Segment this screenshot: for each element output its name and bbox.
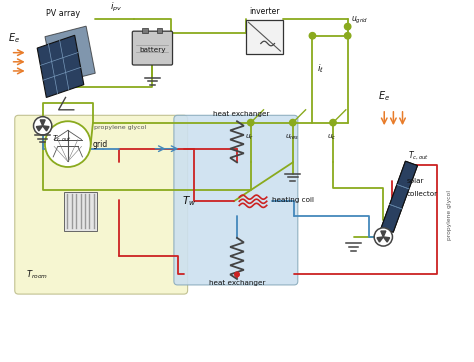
Text: heat exchanger: heat exchanger bbox=[213, 111, 270, 117]
Circle shape bbox=[345, 24, 351, 30]
Polygon shape bbox=[381, 161, 418, 232]
Text: $i_\ell$: $i_\ell$ bbox=[317, 62, 324, 75]
Text: grid: grid bbox=[93, 140, 108, 149]
Bar bbox=[246, 20, 283, 54]
Circle shape bbox=[235, 272, 239, 277]
Text: $E_e$: $E_e$ bbox=[378, 89, 390, 103]
Polygon shape bbox=[377, 237, 383, 242]
Text: propylene glycol: propylene glycol bbox=[94, 125, 146, 130]
Polygon shape bbox=[383, 237, 390, 242]
Text: battery: battery bbox=[139, 47, 165, 53]
Circle shape bbox=[34, 117, 52, 135]
Text: $E_e$: $E_e$ bbox=[9, 31, 20, 45]
Text: $T_{c,out}$: $T_{c,out}$ bbox=[409, 150, 430, 162]
FancyBboxPatch shape bbox=[132, 31, 173, 65]
Polygon shape bbox=[381, 231, 386, 237]
Text: heat exchanger: heat exchanger bbox=[209, 280, 265, 286]
Circle shape bbox=[290, 119, 296, 126]
Circle shape bbox=[345, 33, 351, 39]
Text: solar: solar bbox=[407, 178, 425, 184]
Polygon shape bbox=[45, 26, 95, 84]
Bar bbox=[156, 28, 163, 33]
Text: propylene glycol: propylene glycol bbox=[447, 190, 452, 240]
FancyBboxPatch shape bbox=[15, 115, 188, 294]
Text: $T_{r,out}$: $T_{r,out}$ bbox=[52, 133, 72, 143]
Text: $u_{res}$: $u_{res}$ bbox=[284, 133, 299, 142]
Polygon shape bbox=[36, 126, 43, 131]
Text: $u_c$: $u_c$ bbox=[328, 133, 337, 142]
Polygon shape bbox=[37, 35, 84, 97]
Text: inverter: inverter bbox=[249, 7, 280, 16]
Polygon shape bbox=[40, 120, 45, 126]
Polygon shape bbox=[43, 126, 49, 131]
Circle shape bbox=[330, 119, 336, 126]
Text: $T_w$: $T_w$ bbox=[182, 194, 196, 208]
Text: $u_{grid}$: $u_{grid}$ bbox=[351, 15, 369, 26]
Polygon shape bbox=[381, 161, 418, 232]
Text: collector: collector bbox=[407, 191, 438, 197]
Bar bbox=[142, 28, 148, 33]
Text: $i_{pv}$: $i_{pv}$ bbox=[109, 1, 122, 14]
Circle shape bbox=[309, 33, 316, 39]
Text: $u_r$: $u_r$ bbox=[245, 133, 255, 142]
Text: $T_{room}$: $T_{room}$ bbox=[26, 269, 48, 281]
Bar bbox=[64, 192, 97, 231]
Circle shape bbox=[247, 119, 254, 126]
Text: PV array: PV array bbox=[46, 9, 80, 18]
Text: heating coil: heating coil bbox=[272, 197, 314, 203]
Circle shape bbox=[45, 121, 91, 167]
FancyBboxPatch shape bbox=[174, 115, 298, 285]
Circle shape bbox=[374, 228, 392, 246]
